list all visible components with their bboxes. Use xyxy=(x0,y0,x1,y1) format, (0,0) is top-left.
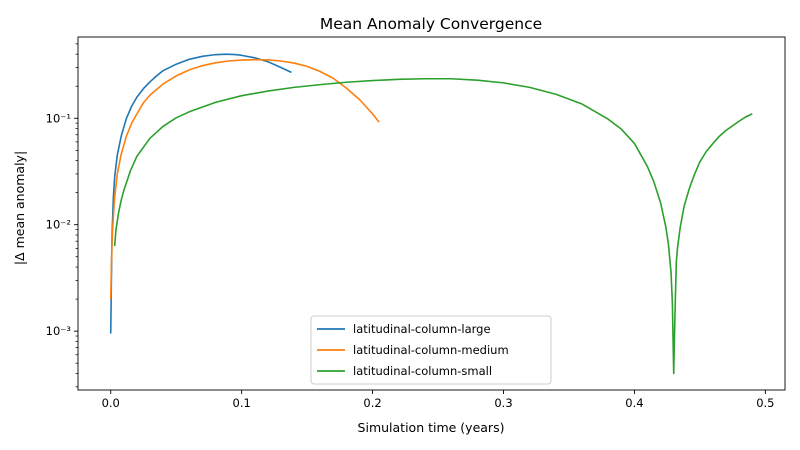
y-axis-label: |Δ mean anomaly| xyxy=(12,151,27,265)
x-tick-label: 0.3 xyxy=(494,396,512,410)
plot-frame xyxy=(77,36,786,391)
series-line-3 xyxy=(113,77,753,375)
series-layer xyxy=(109,53,753,375)
legend-label-1: latitudinal-column-large xyxy=(353,322,491,336)
y-tick-label: 10⁻³ xyxy=(46,324,72,338)
y-tick-label: 10⁻² xyxy=(46,218,71,232)
legend: latitudinal-column-large latitudinal-colu… xyxy=(310,315,552,385)
legend-label-3: latitudinal-column-small xyxy=(353,364,492,378)
legend-label-2: latitudinal-column-medium xyxy=(353,343,509,357)
x-tick-label: 0.4 xyxy=(625,396,643,410)
x-tick-label: 0.0 xyxy=(102,396,120,410)
series-line-1 xyxy=(109,53,292,334)
axes-layer: 0.0 0.1 0.2 0.3 0.4 0.5 10⁻³ 10⁻² 10⁻¹ xyxy=(46,36,786,410)
x-axis-label: Simulation time (years) xyxy=(358,420,505,435)
x-tick-label: 0.2 xyxy=(363,396,381,410)
legend-box xyxy=(310,315,552,385)
x-tick-label: 0.5 xyxy=(756,396,774,410)
series-line-2 xyxy=(109,58,380,300)
x-tick-label: 0.1 xyxy=(233,396,251,410)
chart-title: Mean Anomaly Convergence xyxy=(320,15,542,33)
y-tick-label: 10⁻¹ xyxy=(46,111,71,125)
